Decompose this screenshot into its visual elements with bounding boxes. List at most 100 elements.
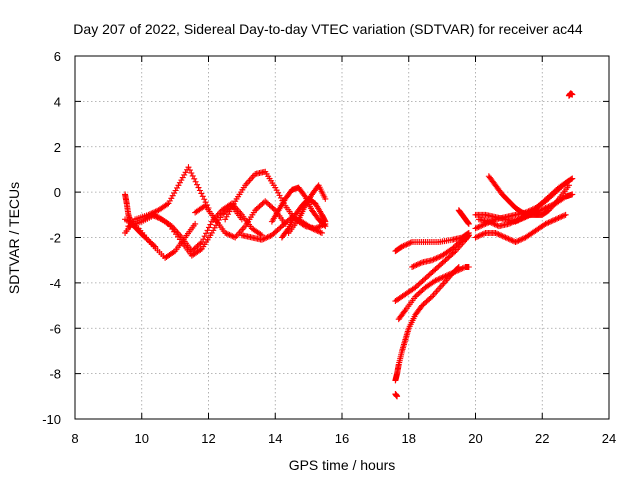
data-point	[493, 230, 500, 237]
data-point	[544, 194, 551, 201]
data-point	[270, 205, 277, 212]
data-point	[164, 201, 171, 208]
data-point	[416, 280, 423, 287]
data-point	[505, 220, 512, 227]
x-tick-label: 20	[468, 431, 482, 446]
data-point	[207, 221, 214, 228]
data-point	[488, 219, 495, 226]
data-point	[195, 241, 202, 248]
data-point	[496, 231, 503, 238]
data-point	[259, 200, 266, 207]
data-point	[194, 242, 201, 249]
data-point	[166, 197, 173, 204]
data-point	[260, 236, 267, 243]
data-point	[433, 255, 440, 262]
data-point	[192, 220, 199, 227]
y-tick-label: 0	[54, 185, 61, 200]
data-point	[271, 229, 278, 236]
data-point	[423, 298, 430, 305]
data-point	[413, 292, 420, 299]
data-point	[544, 220, 551, 227]
data-point	[527, 210, 534, 217]
data-point	[417, 260, 424, 267]
data-point	[258, 236, 265, 243]
data-point	[465, 232, 472, 239]
data-point	[464, 232, 471, 239]
data-point	[454, 240, 461, 247]
data-point	[277, 194, 284, 201]
data-point	[308, 225, 315, 232]
data-point	[197, 240, 204, 247]
data-point	[541, 197, 548, 204]
y-tick-label: 2	[54, 140, 61, 155]
data-point	[445, 254, 452, 261]
data-point	[275, 189, 282, 196]
data-point	[412, 293, 419, 300]
data-point	[533, 205, 540, 212]
data-point	[562, 211, 569, 218]
data-point	[565, 177, 572, 184]
data-point	[253, 205, 260, 212]
data-point	[516, 237, 523, 244]
data-point	[528, 209, 535, 216]
data-point	[455, 263, 462, 270]
data-point	[176, 179, 183, 186]
data-point	[503, 235, 510, 242]
data-point	[478, 231, 485, 238]
data-marks	[122, 90, 576, 400]
data-point	[520, 214, 527, 221]
data-point	[227, 232, 234, 239]
data-point	[492, 229, 499, 236]
x-tick-label: 14	[268, 431, 282, 446]
data-point	[553, 187, 560, 194]
data-point	[476, 232, 483, 239]
data-point	[189, 172, 196, 179]
data-point	[416, 289, 423, 296]
data-point	[301, 192, 308, 199]
data-point	[191, 175, 198, 182]
data-point	[530, 207, 537, 214]
data-point	[435, 263, 442, 270]
x-tick-label: 10	[135, 431, 149, 446]
x-tick-label: 16	[335, 431, 349, 446]
data-point	[556, 214, 563, 221]
data-point	[179, 174, 186, 181]
data-point	[431, 255, 438, 262]
data-point	[433, 276, 440, 283]
y-axis-label: SDTVAR / TECUs	[6, 182, 22, 294]
series-arc-24	[565, 90, 576, 99]
data-point	[465, 220, 472, 227]
data-point	[549, 217, 556, 224]
data-point	[274, 227, 281, 234]
data-point	[226, 231, 233, 238]
data-point	[564, 178, 571, 185]
data-point	[152, 243, 159, 250]
data-point	[502, 234, 509, 241]
data-point	[551, 188, 558, 195]
data-point	[263, 234, 270, 241]
data-point	[442, 257, 449, 264]
data-point	[551, 216, 558, 223]
y-tick-label: -4	[49, 276, 61, 291]
data-point	[270, 230, 277, 237]
data-point	[225, 231, 232, 238]
data-point	[518, 215, 525, 222]
data-point	[569, 191, 576, 198]
data-point	[515, 216, 522, 223]
data-point	[552, 216, 559, 223]
data-point	[311, 226, 318, 233]
data-point	[208, 229, 215, 236]
data-point	[204, 227, 211, 234]
data-point	[188, 248, 195, 255]
data-point	[508, 237, 515, 244]
data-point	[537, 201, 544, 208]
series-arc-22	[472, 211, 569, 246]
data-point	[198, 239, 205, 246]
data-point	[487, 219, 494, 226]
data-point	[493, 221, 500, 228]
data-point	[479, 231, 486, 238]
x-tick-label: 8	[71, 431, 78, 446]
data-point	[538, 200, 545, 207]
